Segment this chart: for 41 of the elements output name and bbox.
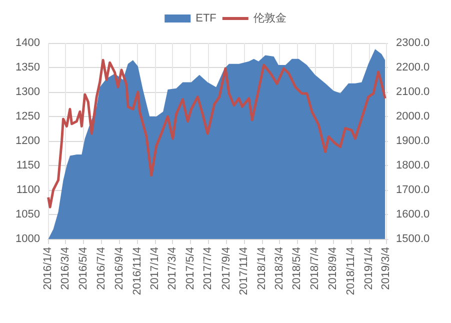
y-tick-label: 1100 [16,184,40,196]
y2-tick-label: 1900.0 [396,135,430,147]
y-tick-label: 1250 [16,110,40,122]
y2-tick-label: 1700.0 [396,184,430,196]
y2-tick-label: 2000.0 [396,110,430,122]
y-tick-label: 1200 [16,135,40,147]
y-tick-label: 1350 [16,62,40,74]
x-tick-label: 2018/7/4 [309,247,322,290]
x-tick-label: 2018/9/4 [327,247,340,290]
x-tick-label: 2017/1/4 [149,247,162,290]
y2-tick-label: 1800.0 [396,160,430,172]
x-tick-label: 2018/5/4 [291,247,304,290]
x-tick-label: 2017/3/4 [166,247,178,290]
x-tick-label: 2018/1/4 [256,247,268,290]
legend-label: ETF [196,12,217,24]
x-tick-label: 2018/3/4 [273,247,286,290]
y2-tick-label: 2200.0 [396,62,430,74]
x-tick-label: 2016/11/4 [131,247,144,296]
x-tick-label: 2016/5/4 [77,247,90,290]
x-tick-label: 2017/5/4 [184,247,196,290]
x-tick-label: 2018/11/4 [345,247,358,296]
x-tick-label: 2017/9/4 [220,247,232,290]
line-series [47,58,386,208]
y-tick-label: 1000 [16,233,40,245]
y-tick-label: 1300 [16,86,40,98]
y2-tick-label: 1600.0 [396,208,430,220]
legend-label: 伦敦金 [253,12,286,24]
x-tick-label: 2019/3/4 [380,247,392,290]
x-tick-label: 2016/1/4 [42,247,54,290]
y-tick-label: 1400 [16,37,40,49]
y-tick-label: 1150 [16,160,40,172]
x-tick-label: 2016/7/4 [95,247,108,290]
x-tick-label: 2017/11/4 [238,247,250,296]
y2-tick-label: 1500.0 [396,233,430,245]
x-tick-label: 2016/9/4 [113,247,126,290]
y-tick-label: 1050 [16,208,40,220]
x-tick-label: 2016/3/4 [60,247,72,290]
y2-tick-label: 2300.0 [396,37,430,49]
y2-tick-label: 2100.0 [396,86,430,98]
x-tick-label: 2017/7/4 [202,247,214,290]
x-tick-label: 2019/1/4 [362,247,375,290]
